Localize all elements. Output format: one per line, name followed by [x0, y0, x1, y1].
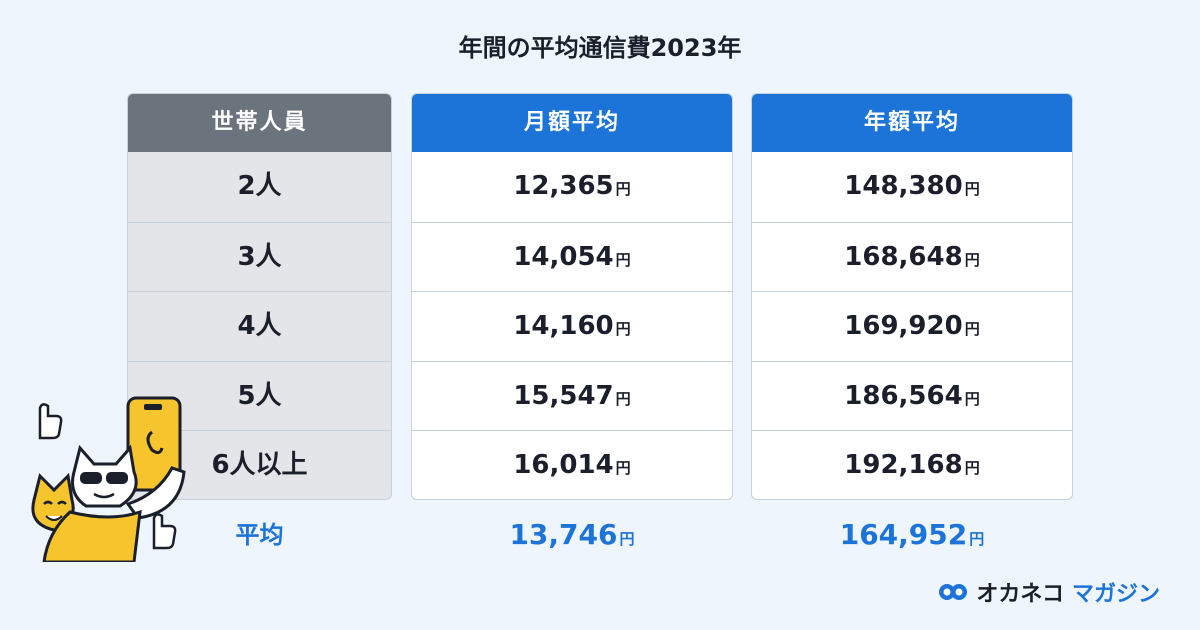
members-cell: 2人: [237, 171, 282, 201]
members-cell: 5人: [128, 360, 391, 431]
members-cell: 3人: [128, 221, 391, 292]
average-monthly: 13,746 円: [411, 510, 733, 560]
monthly-value: 14,054: [513, 241, 614, 272]
yearly-value: 168,648: [844, 241, 963, 272]
yen-unit: 円: [964, 180, 980, 198]
monthly-value: 12,365: [513, 171, 614, 201]
yearly-value: 169,920: [844, 311, 963, 342]
page-title: 年間の平均通信費2023年: [458, 34, 742, 62]
monthly-cell: 15,547 円: [412, 360, 732, 431]
cat-icon: [31, 472, 142, 562]
monthly-value: 14,160: [513, 311, 614, 342]
yen-unit: 円: [619, 530, 635, 548]
yearly-cell: 186,564 円: [752, 360, 1072, 431]
monthly-cell: 14,054 円: [412, 221, 732, 292]
yen-unit: 円: [615, 459, 631, 478]
average-label: 平均: [235, 521, 284, 549]
members-header: 世帯人員: [128, 94, 391, 152]
yen-unit: 円: [964, 459, 980, 478]
yearly-value: 192,168: [844, 450, 963, 481]
members-cell: 4人: [128, 291, 391, 361]
thumbs-up-icon: [152, 513, 177, 550]
logo-text-secondary: マガジン: [1071, 582, 1160, 607]
yen-unit: 円: [615, 389, 631, 408]
average-yearly: 164,952 円: [751, 510, 1073, 560]
yen-unit: 円: [964, 389, 980, 408]
monthly-value: 16,014: [513, 450, 614, 481]
monthly-column: 月額平均 12,365 円 14,054 円 14,160 円 15,547 円 16,…: [411, 93, 733, 500]
logo-mark-icon: [939, 584, 968, 600]
cat-icon: [71, 444, 186, 520]
yearly-value: 148,380: [844, 171, 963, 201]
yen-unit: 円: [969, 530, 985, 548]
yearly-cell: 169,920 円: [752, 291, 1072, 361]
brand-logo: オカネコ マガジン: [938, 576, 1160, 608]
monthly-cell: 14,160 円: [412, 291, 732, 361]
logo-text-primary: オカネコ: [976, 582, 1064, 607]
yen-unit: 円: [964, 320, 980, 339]
yen-unit: 円: [615, 250, 631, 269]
yearly-cell: 168,648 円: [752, 221, 1072, 292]
yearly-value: 186,564: [844, 380, 963, 411]
monthly-cell: 16,014 円: [412, 430, 732, 499]
yearly-cell: 192,168 円: [752, 430, 1072, 499]
monthly-cell: 12,365 円: [412, 152, 732, 222]
cat-mascot-illustration: [31, 396, 186, 562]
yen-unit: 円: [964, 250, 980, 269]
yearly-header: 年額平均: [752, 94, 1072, 152]
average-monthly-value: 13,746: [509, 518, 618, 551]
yearly-cell: 148,380 円: [752, 152, 1072, 222]
yearly-column: 年額平均 148,380 円 168,648 円 169,920 円 186,564 円…: [751, 93, 1073, 500]
yen-unit: 円: [615, 180, 631, 198]
members-cell: 6人以上: [128, 430, 391, 499]
thumbs-up-icon: [38, 403, 63, 440]
yen-unit: 円: [615, 320, 631, 339]
average-yearly-value: 164,952: [839, 518, 968, 551]
monthly-header: 月額平均: [412, 94, 732, 152]
monthly-value: 15,547: [513, 380, 614, 411]
